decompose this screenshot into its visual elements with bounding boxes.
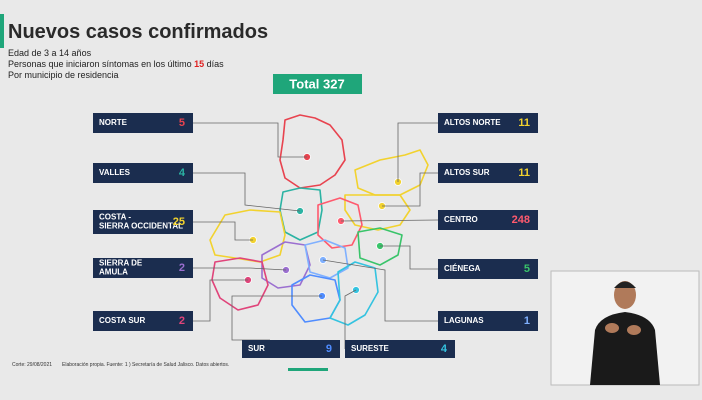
subtitle: Por municipio de residencia xyxy=(8,70,119,80)
person-hair xyxy=(614,281,636,288)
region-outline xyxy=(209,209,286,263)
region-value: 2 xyxy=(179,315,185,327)
region-name: SIERRA DE AMULA xyxy=(99,259,143,277)
region-name: CIÉNEGA xyxy=(444,264,481,273)
region-name-line: AMULA xyxy=(99,268,128,277)
region-outline xyxy=(344,194,411,231)
region-value: 9 xyxy=(326,343,332,355)
region-outline xyxy=(211,257,269,311)
connector xyxy=(193,221,253,241)
region-name: COSTA SUR xyxy=(99,316,145,325)
connector xyxy=(397,122,438,182)
connector xyxy=(193,279,248,322)
region-name: CENTRO xyxy=(444,215,478,224)
connector xyxy=(344,289,357,349)
region-box xyxy=(93,258,193,278)
region-outline xyxy=(317,197,363,249)
map xyxy=(209,114,429,326)
region-name: SURESTE xyxy=(351,344,389,353)
region-box xyxy=(242,340,340,358)
connector xyxy=(340,219,439,222)
region-box xyxy=(93,311,193,331)
connector xyxy=(380,245,438,270)
region-name: COSTA -SIERRA OCCIDENTAL xyxy=(99,213,183,231)
region-box xyxy=(438,311,538,331)
person-hand xyxy=(627,325,641,335)
subtitle: Personas que iniciaron síntomas en los ú… xyxy=(8,59,224,69)
region-box xyxy=(93,113,193,133)
subtitle: Edad de 3 a 14 años xyxy=(8,48,92,58)
region-box xyxy=(438,163,538,183)
region-outline xyxy=(354,149,429,196)
region-value: 5 xyxy=(179,117,185,129)
region-box xyxy=(438,113,538,133)
region-outline xyxy=(261,241,311,289)
connector xyxy=(193,267,287,271)
region-value: 11 xyxy=(518,117,530,129)
connector xyxy=(193,122,307,158)
person-hand xyxy=(605,323,619,333)
region-name: ALTOS SUR xyxy=(444,168,490,177)
region-outline xyxy=(329,261,379,326)
region-value: 4 xyxy=(179,167,186,179)
period-days: 15 xyxy=(194,59,204,69)
region-name: LAGUNAS xyxy=(444,316,484,325)
region-value: 1 xyxy=(524,315,530,327)
period-text: Personas que iniciaron síntomas en los ú… xyxy=(8,59,192,69)
region-outline xyxy=(357,227,403,266)
title: Nuevos casos confirmados xyxy=(8,21,268,43)
region-box xyxy=(93,210,193,234)
source: Elaboración propia. Fuente: 1 ) Secretar… xyxy=(62,362,229,368)
connector xyxy=(382,172,438,207)
region-value: 248 xyxy=(512,214,530,226)
region-value: 4 xyxy=(441,343,448,355)
region-value: 11 xyxy=(518,167,530,179)
connector xyxy=(322,259,438,322)
region-value: 5 xyxy=(524,263,530,275)
interpreter xyxy=(550,270,700,386)
footer-bar xyxy=(288,368,328,371)
region-box xyxy=(345,340,455,358)
total-box xyxy=(273,74,362,94)
total: Total 327 xyxy=(289,76,344,91)
region-name-line: SIERRA OCCIDENTAL xyxy=(99,222,183,231)
region-name: SUR xyxy=(248,344,265,353)
period-text: días xyxy=(207,59,225,69)
region-box xyxy=(93,163,193,183)
person-body xyxy=(590,312,660,385)
accent-bar xyxy=(0,14,4,48)
region-value: 25 xyxy=(173,216,185,228)
region-box xyxy=(438,259,538,279)
region-outline xyxy=(279,114,346,189)
cut-date: Corte: 29/08/2021 xyxy=(12,362,52,368)
region-name-line: SIERRA DE xyxy=(99,259,143,268)
region-name-line: COSTA - xyxy=(99,213,131,222)
region-value: 2 xyxy=(179,262,185,274)
region-name: VALLES xyxy=(99,168,131,177)
region-name: ALTOS NORTE xyxy=(444,118,501,127)
region-box xyxy=(438,210,538,230)
region-outline xyxy=(304,239,349,279)
region-name: NORTE xyxy=(99,118,128,127)
connector xyxy=(193,172,301,212)
